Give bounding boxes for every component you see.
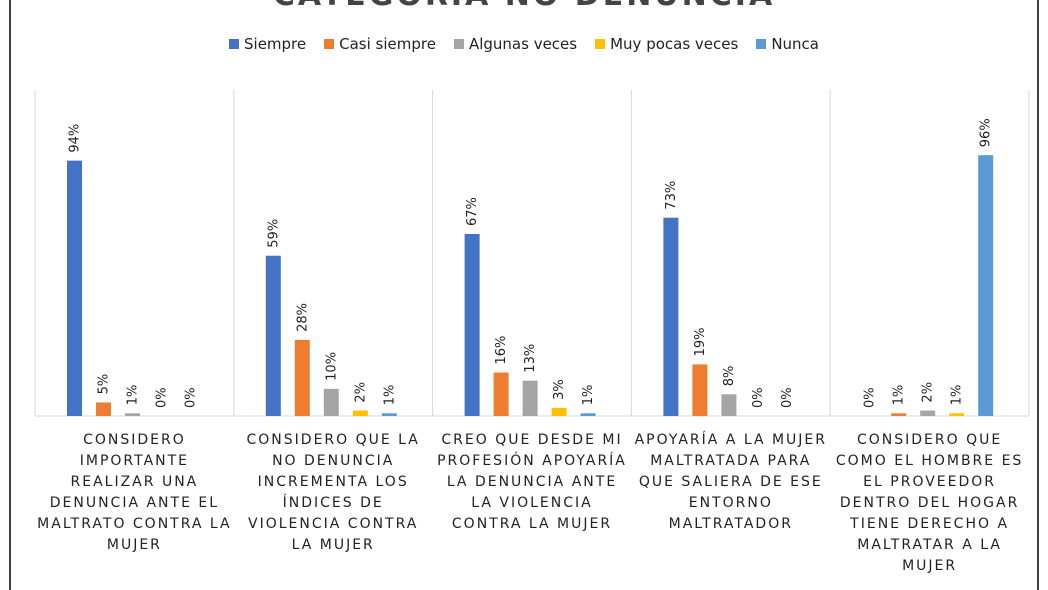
legend: Siempre Casi siempre Algunas veces Muy poca… <box>0 35 1048 53</box>
legend-label: Casi siempre <box>339 35 436 53</box>
bar <box>493 372 509 416</box>
x-tick-label: APOYARÍA A LA MUJER MALTRATADA PARA QUE … <box>634 432 827 532</box>
data-label: 8% <box>722 366 737 387</box>
data-label: 0% <box>184 387 199 408</box>
bar <box>381 413 397 416</box>
chart-title: CATEGORÍA NO DENUNCIA <box>0 0 1048 13</box>
data-label: 2% <box>353 382 368 403</box>
legend-swatch <box>229 39 239 49</box>
bar <box>96 402 111 416</box>
bar <box>294 339 310 416</box>
x-tick-label: CREO QUE DESDE MI PROFESIÓN APOYARÍA LA … <box>437 432 627 532</box>
data-label: 13% <box>523 344 538 373</box>
legend-label: Algunas veces <box>468 35 578 53</box>
bar <box>949 413 965 416</box>
x-tick-label: CONSIDERO IMPORTANTE REALIZAR UNA DENUNC… <box>37 432 232 553</box>
bar <box>323 388 339 416</box>
bar <box>580 413 596 416</box>
data-label: 1% <box>382 385 397 406</box>
legend-label: Siempre <box>244 35 307 53</box>
data-label: 1% <box>892 385 907 406</box>
x-tick-label: CONSIDERO QUE COMO EL HOMBRE ES EL PROVE… <box>835 432 1024 574</box>
data-label: 0% <box>751 387 766 408</box>
bar <box>721 394 737 416</box>
bar <box>551 407 567 416</box>
data-label: 1% <box>581 385 596 406</box>
legend-swatch <box>324 39 335 49</box>
bar <box>663 217 679 416</box>
legend-label: Muy pocas veces <box>610 35 739 53</box>
legend-item: Siempre <box>229 35 306 53</box>
data-label: 10% <box>324 352 339 381</box>
bar <box>891 413 907 416</box>
data-label: 0% <box>155 387 170 408</box>
legend-swatch <box>756 39 767 49</box>
bar <box>265 255 281 416</box>
bar <box>692 364 708 416</box>
legend-item: Muy pocas veces <box>595 35 738 53</box>
bar <box>125 413 140 416</box>
data-label: 0% <box>863 387 878 408</box>
bar <box>978 155 994 416</box>
legend-swatch <box>595 39 606 49</box>
data-label: 73% <box>664 181 679 210</box>
bar <box>920 410 936 416</box>
data-label: 94% <box>68 124 83 153</box>
bar <box>67 160 82 416</box>
data-label: 5% <box>97 374 112 395</box>
x-tick-label: CONSIDERO QUE LA NO DENUNCIA INCREMENTA … <box>246 432 420 553</box>
data-label: 0% <box>780 387 795 408</box>
legend-swatch <box>453 39 464 49</box>
legend-label: Nunca <box>771 35 819 53</box>
bar <box>522 380 538 416</box>
data-label: 28% <box>295 303 310 332</box>
data-label: 19% <box>693 327 708 356</box>
data-label: 59% <box>266 219 281 248</box>
data-label: 1% <box>126 385 141 406</box>
bar <box>464 233 480 416</box>
legend-item: Nunca <box>756 35 819 53</box>
data-label: 3% <box>552 379 567 400</box>
data-label: 96% <box>979 118 994 147</box>
data-label: 67% <box>465 197 480 226</box>
legend-item: Casi siempre <box>324 35 436 53</box>
data-label: 1% <box>950 385 965 406</box>
data-label: 2% <box>921 382 936 403</box>
bar <box>352 410 368 416</box>
legend-item: Algunas veces <box>453 35 578 53</box>
data-label: 16% <box>494 336 509 365</box>
